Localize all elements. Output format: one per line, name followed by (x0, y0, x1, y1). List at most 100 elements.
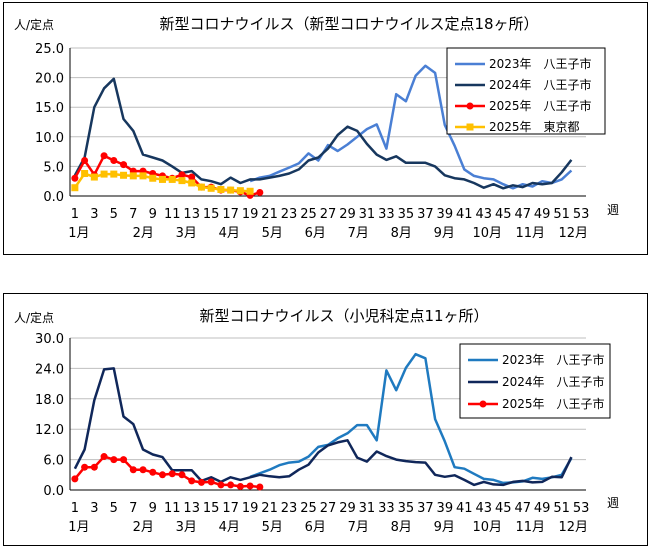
data-point (139, 466, 147, 474)
data-point (110, 170, 118, 178)
data-point (236, 482, 244, 490)
legend-box (446, 47, 606, 135)
month-label: 9月 (434, 520, 455, 535)
month-label: 12月 (558, 226, 588, 241)
month-label: 4月 (219, 226, 240, 241)
legend-marker (466, 102, 474, 110)
series-line (73, 77, 573, 190)
data-point (168, 175, 176, 183)
data-point (227, 186, 235, 194)
x-tick-label: 35 (398, 501, 415, 516)
data-point (158, 471, 166, 479)
y-tick-label: 25.0 (35, 42, 64, 57)
legend-marker (479, 400, 487, 408)
x-tick-label: 15 (203, 501, 220, 516)
x-tick-label: 27 (320, 501, 337, 516)
legend-label: 2024年 八王子市 (489, 77, 592, 92)
x-tick-label: 11 (164, 207, 181, 222)
data-point (110, 456, 118, 464)
data-point (217, 481, 225, 489)
data-point (71, 475, 79, 483)
data-point (110, 156, 118, 164)
x-tick-label: 13 (183, 207, 200, 222)
legend-label: 2025年 東京都 (489, 120, 580, 134)
x-tick-label: 17 (222, 501, 239, 516)
x-tick-label: 15 (203, 207, 220, 222)
x-tick-label: 45 (495, 207, 512, 222)
data-point (81, 156, 89, 164)
legend-label: 2023年 八王子市 (502, 352, 605, 367)
chart-svg: 新型コロナウイルス（新型コロナウイルス定点18ヶ所） 人/定点週 0.0 5.0 10.… (14, 15, 619, 241)
data-point (100, 170, 108, 178)
month-label: 2月 (133, 520, 154, 535)
x-tick-label: 39 (437, 501, 454, 516)
x-tick-label: 37 (417, 501, 434, 516)
legend-marker (466, 123, 474, 131)
x-tick-label: 43 (476, 501, 493, 516)
y-tick-label: 5.0 (43, 160, 64, 175)
x-tick-label: 47 (514, 501, 531, 516)
x-tick-label: 11 (164, 501, 181, 516)
month-label: 7月 (348, 226, 369, 241)
month-label: 11月 (515, 226, 545, 241)
legend-label: 2025年 八王子市 (502, 396, 605, 411)
chart-title: 新型コロナウイルス（新型コロナウイルス定点18ヶ所） (159, 15, 538, 33)
data-point (207, 478, 215, 486)
x-tick-label: 41 (456, 207, 473, 222)
y-tick-label: 20.0 (35, 72, 64, 87)
x-tick-label: 7 (129, 501, 137, 516)
y-tick-label: 18.0 (35, 393, 64, 408)
x-tick-label: 27 (320, 207, 337, 222)
month-label: 5月 (262, 226, 283, 241)
data-point (149, 468, 157, 476)
x-tick-label: 41 (456, 501, 473, 516)
data-point (71, 184, 79, 192)
x-tick-label: 33 (378, 501, 395, 516)
data-point (100, 152, 108, 160)
data-point (90, 463, 98, 471)
x-tick-label: 45 (495, 501, 512, 516)
data-point (256, 483, 264, 491)
data-point (129, 172, 137, 180)
data-point (188, 173, 196, 181)
x-tick-label: 19 (242, 207, 259, 222)
x-tick-label: 25 (300, 501, 317, 516)
data-point (178, 471, 186, 479)
covid-chart-sentinel-18: 新型コロナウイルス（新型コロナウイルス定点18ヶ所） 人/定点週 0.0 5.0 10.… (3, 2, 648, 255)
month-label: 2月 (133, 226, 154, 241)
y-tick-label: 10.0 (35, 131, 64, 146)
month-label: 6月 (305, 520, 326, 535)
data-point (81, 463, 89, 471)
x-tick-label: 3 (90, 207, 98, 222)
data-point (71, 174, 79, 182)
month-label: 3月 (176, 226, 197, 241)
data-point (256, 188, 264, 196)
data-point (188, 477, 196, 485)
x-tick-label: 29 (339, 207, 356, 222)
x-tick-label: 29 (339, 501, 356, 516)
x-tick-label: 43 (476, 207, 493, 222)
x-tick-label: 7 (129, 207, 137, 222)
x-tick-label: 1 (71, 207, 79, 222)
y-tick-label: 30.0 (35, 332, 64, 347)
series-line (73, 367, 573, 487)
legend-label: 2023年 八王子市 (489, 56, 592, 71)
x-tick-label: 1 (71, 501, 79, 516)
x-tick-label: 51 (553, 207, 570, 222)
x-tick-label: 13 (183, 501, 200, 516)
x-tick-label: 37 (417, 207, 434, 222)
data-point (100, 453, 108, 461)
month-label: 1月 (68, 226, 89, 241)
x-tick-label: 9 (149, 207, 157, 222)
x-tick-label: 53 (573, 207, 590, 222)
data-point (158, 175, 166, 183)
x-tick-label: 49 (534, 207, 551, 222)
data-point (168, 470, 176, 478)
x-tick-label: 51 (553, 501, 570, 516)
x-tick-label: 33 (378, 207, 395, 222)
x-tick-label: 21 (261, 501, 278, 516)
month-label: 12月 (558, 520, 588, 535)
x-tick-label: 19 (242, 501, 259, 516)
month-label: 9月 (434, 226, 455, 241)
data-point (120, 456, 128, 464)
